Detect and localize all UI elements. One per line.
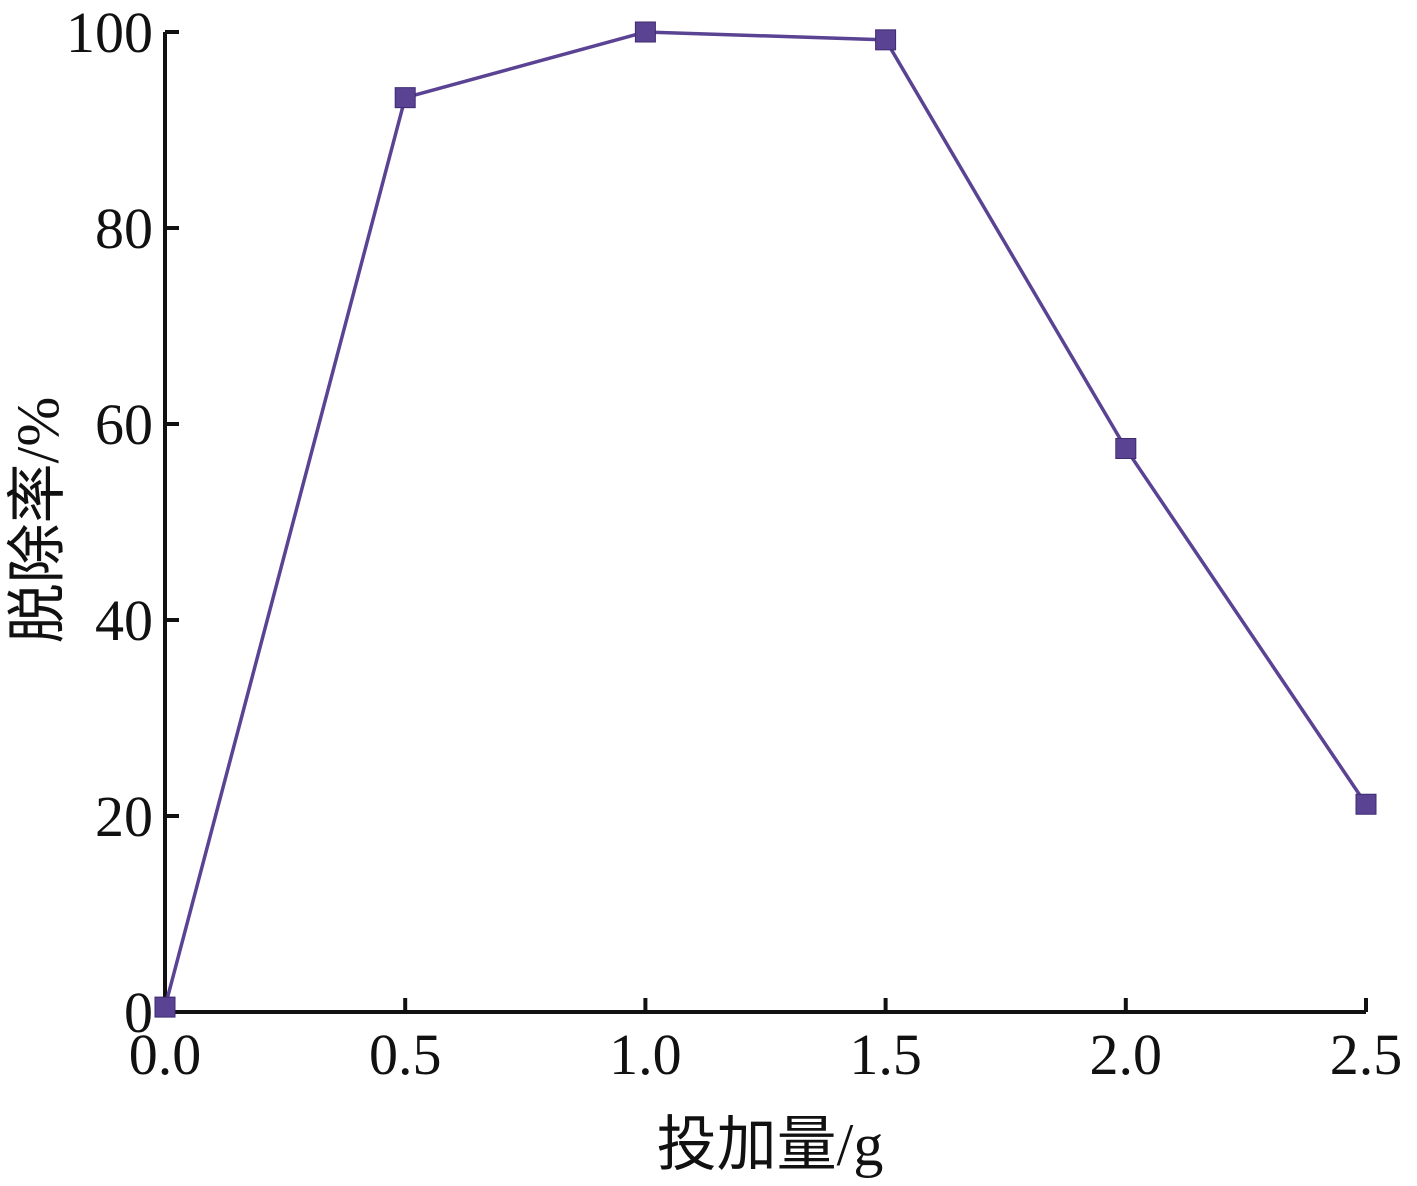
x-tick-label: 2.0	[1090, 1022, 1163, 1087]
data-point-marker	[875, 29, 897, 51]
series-layer	[154, 21, 1377, 1018]
x-tick-label: 1.5	[849, 1022, 922, 1087]
x-tick-label: 2.5	[1330, 1022, 1403, 1087]
data-point-marker	[394, 87, 416, 109]
y-tick-label: 0	[124, 980, 153, 1045]
data-point-marker	[1115, 438, 1137, 459]
y-axis-title: 脱除率/%	[5, 397, 71, 644]
y-tick-label: 20	[95, 784, 153, 849]
x-tick-label: 1.0	[609, 1022, 682, 1087]
x-axis-title: 投加量/g	[657, 1112, 884, 1178]
data-point-marker	[634, 21, 656, 43]
x-tick-label: 0.0	[129, 1022, 202, 1087]
data-point-marker	[154, 996, 176, 1018]
y-tick-label: 60	[95, 392, 153, 457]
y-tick-label: 100	[66, 0, 153, 65]
y-tick-label: 40	[95, 588, 153, 653]
x-tick-label: 0.5	[369, 1022, 442, 1087]
axes: 0 20 40 60 80 100 0.0 0.5 1.0 1.5 2.0 2.5	[66, 0, 1402, 1087]
y-tick-label: 80	[95, 196, 153, 261]
data-point-marker	[1355, 793, 1377, 815]
series-line	[163, 30, 1368, 1008]
